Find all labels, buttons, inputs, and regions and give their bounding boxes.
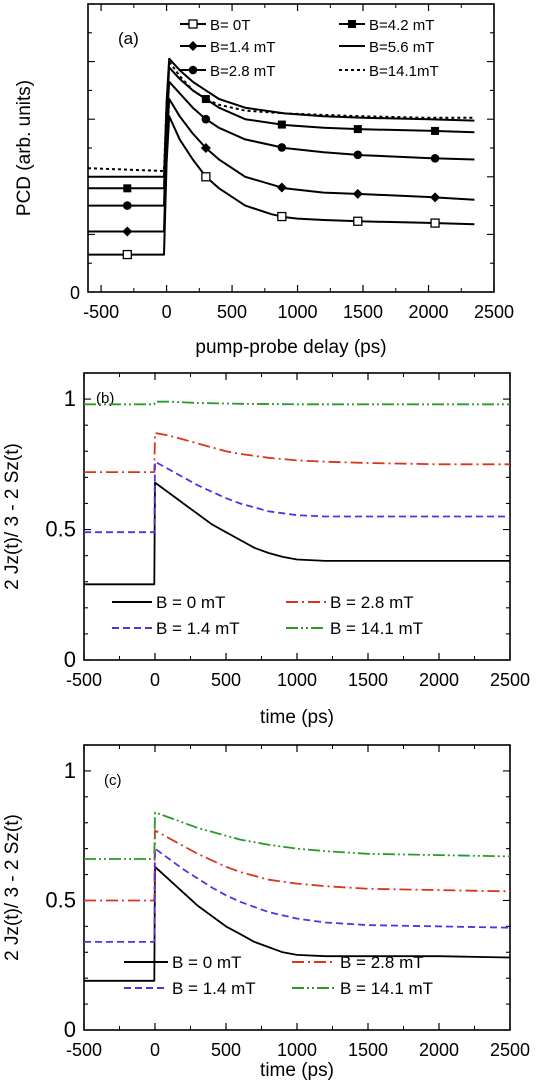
series-group [84, 400, 510, 586]
series-line [84, 847, 510, 943]
marker [188, 19, 198, 29]
y-axis-label: 2 Jz(t)/ 3 - 2 Sz(t) [2, 814, 23, 961]
y-tick-label: 0.5 [45, 887, 76, 912]
marker [123, 184, 132, 193]
legend-label: B = 0 mT [156, 593, 225, 612]
x-tick-label: 2500 [490, 670, 530, 690]
x-tick-label: 1000 [278, 302, 318, 322]
y-tick-label: 1 [64, 386, 76, 411]
series-line [88, 60, 475, 172]
marker [200, 143, 211, 153]
marker [188, 65, 198, 75]
y-tick-label: 1 [64, 758, 76, 783]
legend-label: B = 1.4 mT [172, 979, 256, 998]
marker [188, 41, 198, 51]
x-axis-label: time (ps) [260, 707, 334, 728]
x-tick-label: 1500 [348, 670, 388, 690]
marker [277, 120, 286, 129]
marker [348, 20, 356, 28]
series-group [84, 811, 510, 982]
marker [122, 249, 132, 260]
x-tick-label: -500 [66, 1040, 102, 1060]
marker [431, 126, 440, 135]
series-line [84, 432, 510, 474]
series-group [88, 57, 475, 260]
x-tick-label: -500 [66, 670, 102, 690]
marker [430, 192, 441, 203]
x-tick-label: 500 [217, 302, 247, 322]
x-tick-label: 2500 [490, 1040, 530, 1060]
series-line [84, 829, 510, 902]
marker [353, 125, 362, 134]
panel-label: (c) [104, 772, 122, 789]
legend-label: B=1.4 mT [210, 39, 275, 56]
x-tick-label: 1000 [277, 1040, 317, 1060]
marker [430, 218, 440, 228]
marker [122, 226, 133, 237]
y-axis-label: PCD (arb. units) [14, 80, 35, 216]
marker [201, 95, 210, 104]
legend-label: B=14.1mT [369, 63, 439, 80]
legend-label: B = 14.1 mT [340, 979, 433, 998]
x-tick-label: 1000 [277, 670, 317, 690]
y-tick-label: 0 [64, 1017, 76, 1042]
x-axis-label: time (ps) [260, 1060, 334, 1081]
y-axis-label: 2 Jz(t)/ 3 - 2 Sz(t) [2, 443, 23, 590]
marker [276, 182, 287, 193]
marker [352, 188, 363, 199]
x-tick-label: -500 [83, 302, 119, 322]
legend-label: B= 0T [210, 17, 250, 34]
x-tick-label: 0 [150, 1040, 160, 1060]
series-line [84, 481, 510, 586]
series-line [84, 865, 510, 982]
x-tick-label: 1500 [343, 302, 383, 322]
marker [353, 216, 363, 226]
x-tick-label: 1500 [348, 1040, 388, 1060]
legend-label: B = 1.4 mT [156, 619, 240, 638]
x-tick-label: 500 [211, 1040, 241, 1060]
y-tick-label: 0.5 [45, 517, 76, 542]
x-axis-label: pump-probe delay (ps) [195, 337, 386, 358]
marker [201, 172, 211, 182]
legend-label: B=2.8 mT [210, 63, 275, 80]
series-line [84, 460, 510, 534]
marker [277, 143, 287, 152]
x-tick-label: 500 [211, 670, 241, 690]
panel-label: (b) [96, 390, 114, 407]
x-tick-label: 0 [150, 670, 160, 690]
marker [122, 201, 132, 210]
y-tick-label: 0 [64, 647, 76, 672]
x-tick-label: 2000 [419, 670, 459, 690]
x-tick-label: 2000 [408, 302, 448, 322]
x-tick-label: 0 [162, 302, 172, 322]
legend-label: B = 2.8 mT [330, 593, 414, 612]
legend-label: B = 2.8 mT [340, 953, 424, 972]
panel-label: (a) [118, 29, 139, 48]
legend-label: B=4.2 mT [369, 17, 434, 34]
x-tick-label: 2500 [474, 302, 514, 322]
legend-label: B=5.6 mT [369, 39, 434, 56]
legend-label: B = 0 mT [172, 953, 241, 972]
marker [353, 150, 363, 160]
series-line [84, 400, 510, 406]
x-tick-label: 2000 [419, 1040, 459, 1060]
legend-label: B = 14.1 mT [330, 619, 423, 638]
series-line [84, 811, 510, 860]
marker [201, 114, 211, 124]
marker [277, 211, 287, 222]
y-tick-label: 0 [70, 283, 80, 303]
marker [430, 153, 440, 163]
